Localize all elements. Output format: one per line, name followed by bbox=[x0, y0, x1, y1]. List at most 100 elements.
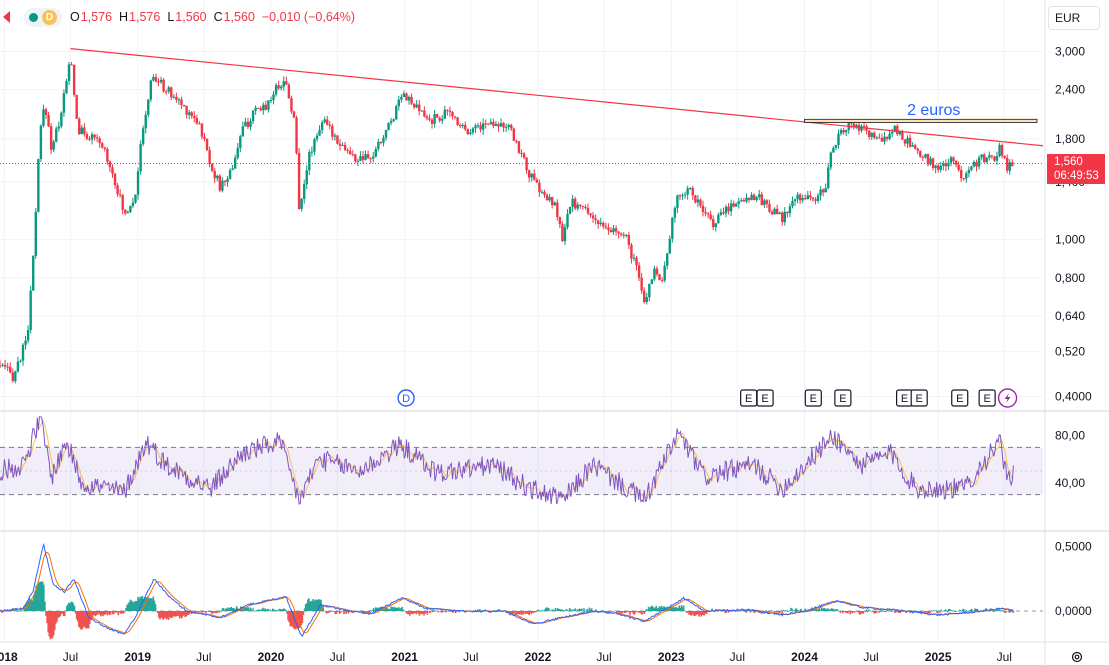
candle[interactable] bbox=[305, 170, 308, 185]
candle[interactable] bbox=[942, 163, 945, 166]
candle[interactable] bbox=[758, 194, 761, 198]
candle[interactable] bbox=[52, 141, 55, 150]
candle[interactable] bbox=[778, 212, 781, 215]
candle[interactable] bbox=[548, 197, 551, 201]
candle[interactable] bbox=[599, 222, 602, 225]
rsi-pane[interactable] bbox=[0, 416, 1014, 505]
candle[interactable] bbox=[70, 64, 73, 66]
candle[interactable] bbox=[175, 96, 178, 100]
candle[interactable] bbox=[47, 115, 50, 127]
candle[interactable] bbox=[594, 218, 597, 221]
candle[interactable] bbox=[568, 206, 572, 214]
candle[interactable] bbox=[359, 156, 362, 162]
candle[interactable] bbox=[272, 94, 275, 101]
candle[interactable] bbox=[216, 175, 219, 179]
candle[interactable] bbox=[1000, 145, 1004, 156]
candle[interactable] bbox=[686, 188, 689, 195]
candle[interactable] bbox=[980, 154, 983, 158]
candle[interactable] bbox=[893, 125, 896, 133]
candle[interactable] bbox=[643, 290, 646, 302]
candle[interactable] bbox=[793, 199, 797, 201]
candle[interactable] bbox=[195, 118, 199, 124]
candle[interactable] bbox=[855, 124, 858, 128]
earnings-icon[interactable]: E bbox=[804, 389, 822, 407]
candle[interactable] bbox=[418, 104, 421, 112]
candle[interactable] bbox=[103, 147, 107, 149]
candle[interactable] bbox=[719, 212, 723, 215]
candle[interactable] bbox=[901, 132, 904, 140]
earnings-icon[interactable]: E bbox=[951, 389, 969, 407]
price-candles[interactable] bbox=[0, 61, 1014, 384]
candle[interactable] bbox=[512, 128, 516, 141]
candle[interactable] bbox=[331, 125, 334, 137]
candle[interactable] bbox=[561, 224, 564, 242]
candle[interactable] bbox=[251, 110, 255, 122]
candle[interactable] bbox=[241, 126, 245, 137]
candle[interactable] bbox=[249, 121, 252, 128]
earnings-icon[interactable]: E bbox=[910, 389, 928, 407]
candle[interactable] bbox=[640, 277, 643, 291]
candle[interactable] bbox=[737, 201, 740, 204]
candle[interactable] bbox=[977, 157, 981, 167]
candle[interactable] bbox=[369, 158, 372, 160]
candle[interactable] bbox=[658, 274, 661, 281]
candle[interactable] bbox=[213, 170, 216, 179]
candle[interactable] bbox=[113, 173, 117, 186]
candle[interactable] bbox=[952, 157, 955, 162]
candle[interactable] bbox=[908, 137, 912, 147]
candle[interactable] bbox=[80, 127, 84, 135]
candle[interactable] bbox=[494, 124, 498, 126]
candle[interactable] bbox=[85, 134, 89, 139]
candle[interactable] bbox=[236, 147, 239, 158]
candle[interactable] bbox=[423, 110, 426, 117]
candle[interactable] bbox=[571, 198, 574, 207]
candle[interactable] bbox=[1, 364, 4, 366]
candle[interactable] bbox=[180, 99, 183, 106]
candle[interactable] bbox=[198, 123, 201, 125]
candle[interactable] bbox=[563, 227, 567, 242]
candle[interactable] bbox=[438, 117, 441, 121]
candle[interactable] bbox=[821, 189, 825, 193]
candle[interactable] bbox=[666, 253, 669, 266]
candle[interactable] bbox=[374, 149, 377, 157]
candle[interactable] bbox=[412, 103, 416, 108]
candle[interactable] bbox=[147, 99, 150, 115]
candle[interactable] bbox=[154, 76, 158, 82]
candle[interactable] bbox=[607, 227, 610, 230]
annotation-label[interactable]: 2 euros bbox=[907, 102, 960, 119]
candle[interactable] bbox=[668, 238, 671, 254]
candle[interactable] bbox=[788, 206, 792, 214]
candle[interactable] bbox=[752, 194, 756, 200]
candle[interactable] bbox=[126, 212, 130, 214]
candle[interactable] bbox=[300, 198, 303, 209]
candle[interactable] bbox=[244, 121, 247, 127]
candle[interactable] bbox=[625, 234, 628, 236]
candle[interactable] bbox=[993, 156, 996, 161]
candle[interactable] bbox=[402, 93, 406, 97]
candle[interactable] bbox=[655, 268, 659, 275]
candle[interactable] bbox=[280, 86, 283, 89]
candle[interactable] bbox=[819, 189, 822, 196]
candle[interactable] bbox=[489, 121, 493, 124]
candle[interactable] bbox=[78, 118, 81, 135]
candle[interactable] bbox=[435, 114, 439, 118]
candle[interactable] bbox=[614, 228, 618, 232]
candle[interactable] bbox=[635, 257, 638, 266]
candle[interactable] bbox=[502, 123, 505, 128]
candle[interactable] bbox=[443, 109, 447, 119]
candle[interactable] bbox=[282, 81, 285, 87]
candle[interactable] bbox=[415, 104, 418, 108]
candle[interactable] bbox=[983, 154, 986, 163]
candle[interactable] bbox=[481, 123, 485, 130]
candle[interactable] bbox=[906, 137, 909, 144]
candle[interactable] bbox=[722, 212, 725, 214]
candle[interactable] bbox=[121, 195, 124, 210]
candle[interactable] bbox=[407, 96, 411, 101]
candle[interactable] bbox=[678, 195, 682, 197]
candle[interactable] bbox=[231, 168, 234, 171]
candle[interactable] bbox=[267, 100, 270, 110]
candle[interactable] bbox=[118, 194, 122, 196]
candle[interactable] bbox=[510, 124, 513, 129]
candle[interactable] bbox=[277, 85, 280, 89]
